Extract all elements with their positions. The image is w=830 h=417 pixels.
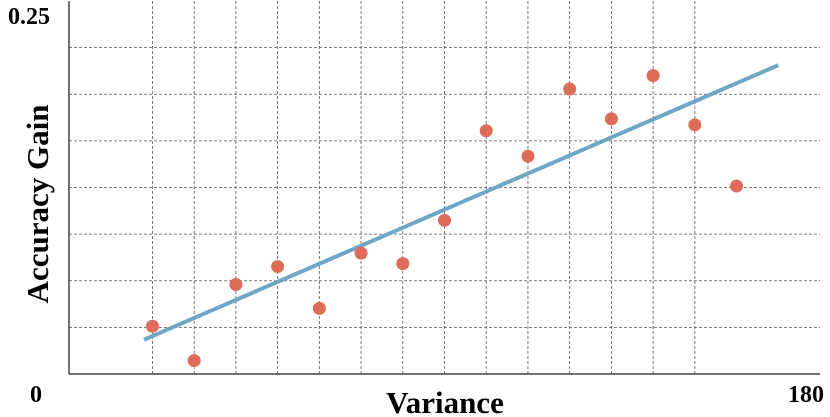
y-axis-title: Accuracy Gain	[20, 105, 55, 304]
data-point	[521, 149, 535, 163]
trendline-group	[143, 63, 780, 342]
x-tick-label: 0	[30, 382, 42, 408]
data-point	[604, 112, 618, 126]
data-point	[563, 82, 577, 96]
data-point	[730, 179, 744, 193]
points-group	[145, 69, 744, 368]
trendline	[143, 63, 780, 342]
data-point	[438, 213, 451, 227]
data-point	[187, 354, 201, 368]
data-point	[354, 246, 368, 260]
data-point	[646, 69, 660, 83]
data-point	[396, 257, 410, 271]
x-axis-title: Variance	[386, 385, 504, 417]
data-point	[312, 301, 326, 315]
data-point	[229, 277, 243, 291]
x-tick-label: 180	[788, 382, 824, 408]
gridlines	[69, 1, 820, 374]
data-point	[688, 118, 702, 132]
axes	[68, 1, 820, 375]
tick-labels: 0 180 0.25	[8, 4, 824, 408]
data-point	[271, 260, 285, 274]
data-point	[479, 124, 493, 138]
y-tick-label: 0.25	[8, 4, 50, 30]
data-point	[145, 319, 159, 333]
